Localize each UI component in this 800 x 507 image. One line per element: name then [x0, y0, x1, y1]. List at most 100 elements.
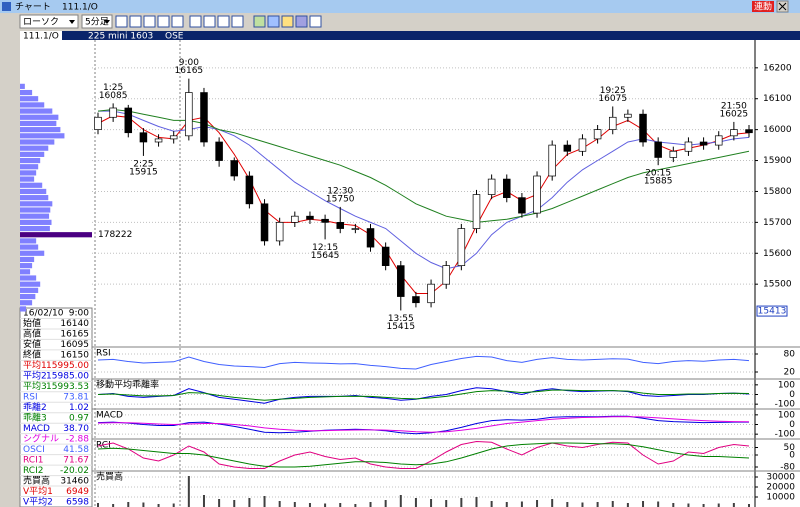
- y-tick-label: 0: [789, 420, 795, 430]
- volume-profile-bar: [20, 256, 35, 263]
- volume-bar: [520, 501, 523, 507]
- volume-bar: [490, 501, 493, 507]
- volume-profile-bar: [20, 244, 39, 250]
- tool-icon[interactable]: [295, 15, 308, 28]
- y-tick-label: 100: [778, 410, 795, 420]
- close-icon: [778, 2, 787, 11]
- candle-body: [518, 197, 526, 214]
- tool-icon[interactable]: [189, 15, 202, 28]
- annotation-value: 15415: [386, 322, 415, 332]
- tool-icon[interactable]: [143, 15, 156, 28]
- annotation-time: 12:30: [327, 186, 353, 196]
- candle-body: [397, 265, 405, 297]
- candle-body: [366, 228, 375, 248]
- tool-icon[interactable]: [203, 15, 216, 28]
- volume-bar: [172, 503, 175, 507]
- tool-icon[interactable]: [267, 15, 280, 28]
- info-label: 平均3: [23, 380, 47, 392]
- tool-icon[interactable]: [171, 15, 184, 28]
- y-tick-label: 15500: [763, 280, 792, 290]
- candle-body: [624, 113, 632, 118]
- info-label: 平均1: [23, 359, 47, 371]
- info-value: 16150: [60, 351, 89, 361]
- candle-body: [321, 218, 329, 223]
- volume-bar: [581, 502, 584, 507]
- volume-bar: [551, 499, 554, 507]
- chart-style-select[interactable]: [19, 14, 79, 29]
- symbol: 111.1/O: [23, 32, 59, 42]
- info-value: 6949: [66, 487, 89, 497]
- volume-profile-bar: [20, 89, 33, 96]
- tool-icon[interactable]: [115, 15, 128, 28]
- tool-icon[interactable]: [309, 15, 322, 28]
- candle-body: [336, 222, 344, 229]
- candle-body: [639, 113, 647, 143]
- candle-body: [442, 265, 450, 285]
- tool-icon[interactable]: [217, 15, 230, 28]
- y-tick-label: 16000: [763, 125, 792, 135]
- candle-body: [154, 138, 163, 143]
- window-title: チャート: [15, 2, 51, 13]
- title-bar: [0, 0, 800, 13]
- info-label: 終値: [23, 349, 41, 361]
- y-tick-label: -80: [780, 463, 795, 473]
- info-value: 71.67: [63, 455, 89, 465]
- candle-body: [684, 141, 693, 152]
- plot: 16/02/10 9:00 始値 16140 高値 16165 安値 16095 終値 16150…: [20, 40, 800, 507]
- annotation-value: 16025: [720, 109, 749, 119]
- volume-bar: [278, 501, 281, 507]
- y-tick-label: -100: [775, 400, 796, 410]
- link-button[interactable]: [752, 1, 774, 12]
- info-value: -20.02: [60, 466, 89, 476]
- y-tick-label: 30000: [766, 473, 795, 483]
- candle-body: [124, 107, 133, 134]
- annotation-time: 2:25: [133, 159, 153, 169]
- volume-bar: [430, 499, 433, 507]
- volume-profile-bar: [20, 182, 43, 188]
- info-value: 73.81: [63, 393, 89, 403]
- tool-icon[interactable]: [253, 15, 266, 28]
- annotation-time: 21:50: [721, 101, 747, 111]
- panel-title: RCI: [96, 441, 111, 451]
- candle-body: [230, 160, 239, 177]
- y-tick-label: 50: [784, 443, 796, 453]
- volume-bar: [308, 503, 311, 507]
- candle-body: [260, 203, 269, 242]
- annotation-time: 20:15: [645, 169, 671, 179]
- tool-icon[interactable]: [281, 15, 294, 28]
- volume-bar: [642, 501, 645, 507]
- tool-icon[interactable]: [129, 15, 142, 28]
- y-tick-label: 100: [778, 380, 795, 390]
- volume-bar: [142, 502, 145, 507]
- y-tick-label: 0: [789, 390, 795, 400]
- volume-bar: [596, 502, 599, 507]
- volume-profile-bar: [20, 306, 27, 312]
- volume-bar: [354, 504, 357, 507]
- candle-body: [427, 283, 435, 304]
- volume-profile-bar: [20, 170, 37, 176]
- indicator-line: [97, 416, 750, 433]
- tool-icon[interactable]: [157, 15, 170, 28]
- info-value: 31460: [60, 476, 89, 486]
- info-time: 9:00: [69, 309, 89, 319]
- volume-bar: [702, 504, 705, 507]
- volume-profile-bar: [20, 287, 39, 293]
- exchange: OSE: [165, 32, 184, 42]
- contract: 225 mini 1603: [88, 32, 153, 42]
- annotation-time: 12:15: [312, 243, 338, 253]
- volume-bar: [445, 500, 448, 507]
- candle-body: [503, 178, 511, 198]
- volume-profile-bar: [20, 213, 50, 219]
- info-label: V平均2: [23, 495, 53, 507]
- info-label: RSI: [23, 393, 38, 403]
- tool-icon[interactable]: [231, 15, 244, 28]
- info-value: 15985.00: [46, 372, 89, 382]
- volume-bar: [414, 498, 417, 507]
- candle-body: [699, 141, 708, 146]
- info-label: RCI1: [23, 455, 43, 465]
- volume-bar: [293, 502, 296, 507]
- interval-select[interactable]: [81, 14, 113, 29]
- volume-profile-bar: [20, 127, 61, 133]
- volume-profile-bar: [20, 219, 52, 225]
- dropdown-arrow: [104, 20, 110, 24]
